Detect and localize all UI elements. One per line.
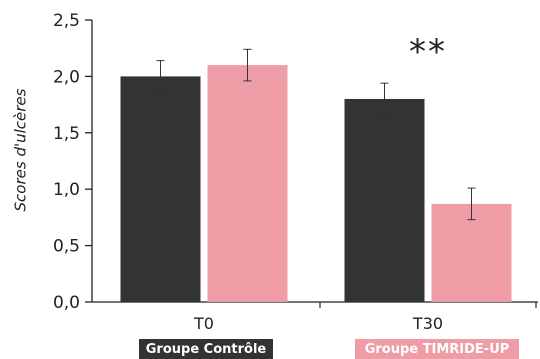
y-axis-label-container: Scores d'ulcères (8, 60, 32, 240)
legend-item-groupe-controle: Groupe Contrôle (139, 339, 273, 359)
y-axis-label: Scores d'ulcères (11, 88, 29, 212)
legend-item-groupe-timride-up: Groupe TIMRIDE-UP (355, 339, 519, 359)
y-tick-label: 2,0 (53, 67, 80, 87)
legend-label-groupe-controle: Groupe Contrôle (145, 341, 267, 357)
bar-t30-timride-up (431, 203, 512, 302)
y-tick-label: 2,5 (53, 11, 80, 31)
y-tick-label: 0,0 (53, 293, 80, 313)
significance-annotation: ** (409, 32, 447, 72)
bar-t30-controle (344, 98, 425, 303)
y-tick-label: 1,0 (53, 180, 80, 200)
bar-t0-controle (120, 76, 201, 303)
legend-label-groupe-timride-up: Groupe TIMRIDE-UP (364, 341, 510, 357)
x-tick-label-t30: T30 (412, 314, 443, 333)
x-tick-label-t0: T0 (193, 314, 214, 333)
y-tick-label: 0,5 (53, 237, 80, 257)
bar-t0-timride-up (207, 65, 288, 303)
y-tick-label: 1,5 (53, 124, 80, 144)
